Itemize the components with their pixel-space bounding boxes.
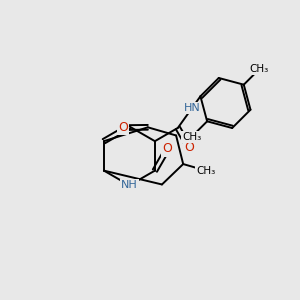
Text: O: O bbox=[184, 140, 194, 154]
Text: CH₃: CH₃ bbox=[182, 132, 201, 142]
Text: O: O bbox=[163, 142, 172, 155]
Text: CH₃: CH₃ bbox=[196, 166, 215, 176]
Text: CH₃: CH₃ bbox=[250, 64, 269, 74]
Text: NH: NH bbox=[121, 180, 138, 190]
Text: O: O bbox=[118, 121, 128, 134]
Text: HN: HN bbox=[184, 103, 200, 113]
